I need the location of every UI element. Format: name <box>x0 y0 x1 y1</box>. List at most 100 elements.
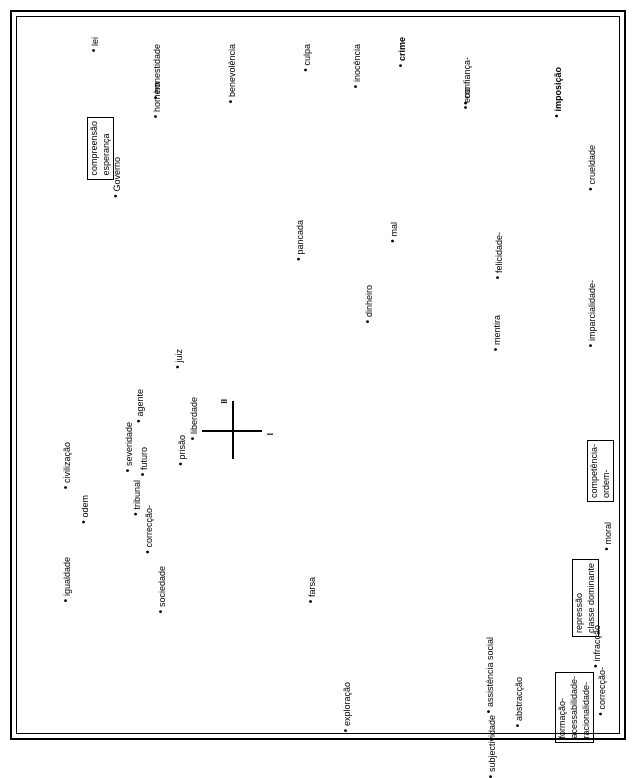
point-marker: • <box>491 345 502 351</box>
word-point: • agente <box>135 389 145 423</box>
word-point: • lei <box>90 37 100 52</box>
point-label: exploração <box>342 682 352 726</box>
word-point: • abstracção <box>514 677 524 727</box>
point-marker: • <box>156 607 167 613</box>
box-item: formação- <box>558 676 567 739</box>
point-label: imparcialidade- <box>587 280 597 341</box>
point-label: assistência social <box>485 637 495 707</box>
point-marker: • <box>602 545 613 551</box>
box-competencia-ordem: competência-ordem- <box>587 440 614 502</box>
outer-frame: • lei• honestidade• benevolência• culpa•… <box>10 10 626 740</box>
word-point: • correcção- <box>597 667 607 716</box>
word-point: • liberdade <box>189 397 199 440</box>
point-label: lei <box>90 37 100 46</box>
point-marker: • <box>301 66 312 72</box>
word-point: • odem <box>80 495 90 524</box>
point-label: mentira <box>492 315 502 345</box>
axis-label-i: I <box>266 433 275 435</box>
point-label: agente <box>135 389 145 417</box>
axis-label-ii: II <box>220 399 229 403</box>
word-point: • farsa <box>307 577 317 603</box>
box-compreensao-esperanca: compreensãoesperança <box>87 117 114 180</box>
inner-frame: • lei• honestidade• benevolência• culpa•… <box>16 16 620 734</box>
word-point: • erro <box>462 87 472 109</box>
point-label: pancada <box>295 220 305 255</box>
point-label: correcção- <box>144 505 154 548</box>
point-marker: • <box>143 548 154 554</box>
point-marker: • <box>61 596 72 602</box>
point-marker: • <box>294 255 305 261</box>
point-marker: • <box>173 363 184 369</box>
point-label: culpa <box>302 44 312 66</box>
point-label: mal <box>389 222 399 237</box>
word-point: • mentira <box>492 315 502 351</box>
point-marker: • <box>493 273 504 279</box>
point-label: liberdade <box>189 397 199 434</box>
word-point: • felicidade- <box>494 232 504 279</box>
word-point: • culpa <box>302 44 312 72</box>
word-point: • sociedade <box>157 566 167 613</box>
point-marker: • <box>396 61 407 67</box>
box-item: competência- <box>590 444 599 498</box>
word-point: • civilização <box>62 442 72 489</box>
word-point: • inocência <box>352 44 362 88</box>
point-label: prisão <box>177 435 187 460</box>
word-point: • mal <box>389 222 399 243</box>
word-point: • futuro <box>139 447 149 476</box>
word-point: • exploração <box>342 682 352 732</box>
point-label: severidade <box>124 422 134 466</box>
point-marker: • <box>131 510 142 516</box>
point-label: felicidade- <box>494 232 504 273</box>
word-point: • dinheiro <box>364 285 374 323</box>
point-marker: • <box>341 726 352 732</box>
point-label: tribunal <box>132 480 142 510</box>
point-label: igualdade <box>62 557 72 596</box>
word-point: • pancada <box>295 220 305 261</box>
point-label: subjectividade <box>487 715 497 772</box>
scatter-plot-area: • lei• honestidade• benevolência• culpa•… <box>17 17 619 733</box>
point-label: benevolência <box>227 44 237 97</box>
point-marker: • <box>123 466 134 472</box>
point-marker: • <box>461 103 472 109</box>
word-point: • igualdade <box>62 557 72 602</box>
word-point: • crime <box>397 37 407 67</box>
word-point: • assistência social <box>485 637 495 713</box>
point-marker: • <box>513 721 524 727</box>
point-marker: • <box>134 417 145 423</box>
point-marker: • <box>111 192 122 198</box>
point-marker: • <box>61 483 72 489</box>
point-label: dinheiro <box>364 285 374 317</box>
point-marker: • <box>586 185 597 191</box>
point-label: sociedade <box>157 566 167 607</box>
point-marker: • <box>188 434 199 440</box>
box-item: esperança <box>102 121 111 176</box>
word-point: • juiz <box>174 349 184 369</box>
point-marker: • <box>552 112 563 118</box>
point-marker: • <box>586 341 597 347</box>
point-marker: • <box>363 317 374 323</box>
point-label: odem <box>80 495 90 518</box>
point-marker: • <box>151 112 162 118</box>
point-label: correcção- <box>597 667 607 710</box>
word-point: • prisão <box>177 435 187 466</box>
box-item: compreensão <box>90 121 99 176</box>
word-point: • severidade <box>124 422 134 472</box>
box-repressao-classe: repressãoclasse dominante <box>572 559 599 637</box>
point-marker: • <box>484 707 495 713</box>
box-item: ordem- <box>602 444 611 498</box>
point-label: juiz <box>174 349 184 363</box>
point-label: abstracção <box>514 677 524 721</box>
point-label: homem <box>152 82 162 112</box>
point-label: civilização <box>62 442 72 483</box>
axis-vertical <box>232 401 234 459</box>
point-marker: • <box>79 518 90 524</box>
box-formacao-acess-racion: formação-acessabilidade-racionalidade- <box>555 672 594 743</box>
box-item: racionalidade- <box>582 676 591 739</box>
point-label: moral <box>603 522 613 545</box>
box-item: acessabilidade- <box>570 676 579 739</box>
point-marker: • <box>486 772 497 778</box>
point-marker: • <box>306 597 317 603</box>
word-point: • subjectividade <box>487 715 497 778</box>
box-item: classe dominante <box>587 563 596 633</box>
point-marker: • <box>176 460 187 466</box>
